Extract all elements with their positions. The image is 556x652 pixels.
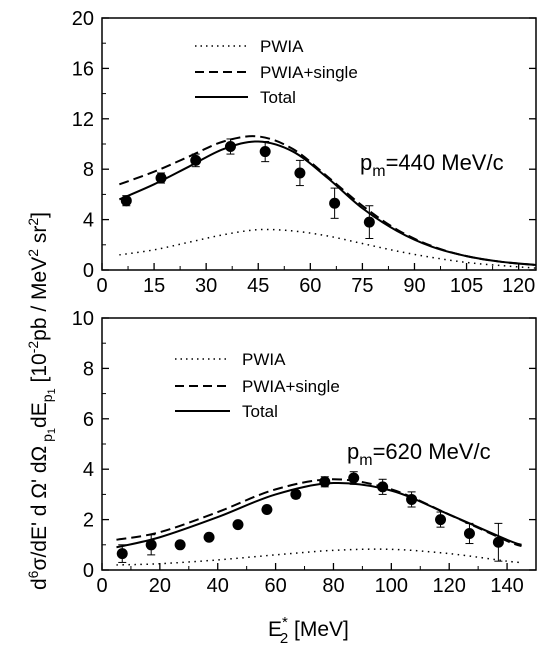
bottom-data-point (174, 539, 186, 551)
bottom-data-point (463, 527, 475, 539)
top-annotation: pm=440 MeV/c (360, 150, 504, 180)
top-data-point (363, 216, 375, 228)
top-y-tick-label: 8 (83, 159, 94, 181)
top-x-tick-label: 30 (195, 275, 217, 297)
top-x-tick-label: 120 (502, 275, 535, 297)
bottom-data-point (377, 481, 389, 493)
bottom-data-point (348, 472, 360, 484)
top-x-tick-label: 90 (403, 275, 425, 297)
bottom-data-point (290, 488, 302, 500)
top-data-point (190, 154, 202, 166)
top-data-point (259, 146, 271, 158)
top-x-tick-label: 60 (299, 275, 321, 297)
top-x-tick-label: 105 (450, 275, 483, 297)
x-axis-label: E* 2 [MeV] (268, 614, 349, 647)
top-series-solid (118, 140, 536, 266)
y-axis-label: d6σ/dE' d Ω' dΩ p1dEp1 [10-2pb / MeV2 sr… (25, 212, 58, 590)
legend-pwia-label-2: PWIA (242, 350, 286, 369)
bottom-x-tick-label: 40 (207, 575, 229, 597)
bottom-data-point (261, 504, 273, 516)
bottom-data-point (406, 493, 418, 505)
legend-total-label: Total (260, 88, 296, 107)
bottom-x-tick-label: 120 (433, 575, 466, 597)
top-series-dotted (119, 228, 536, 269)
bottom-x-tick-label: 140 (490, 575, 523, 597)
bottom-x-tick-label: 60 (264, 575, 286, 597)
bottom-panel: PWIA PWIA+single Total pm=620 MeV/c 0 20 4… (72, 308, 537, 597)
bottom-x-tick-label: 20 (149, 575, 171, 597)
bottom-x-tick-label: 0 (96, 575, 107, 597)
bottom-series-dashed (116, 478, 522, 548)
top-y-tick-label: 0 (83, 260, 94, 282)
top-data-point (329, 197, 341, 209)
legend-pwia-label: PWIA (260, 37, 304, 56)
bottom-data-point (319, 476, 331, 488)
bottom-annotation: pm=620 MeV/c (347, 439, 491, 469)
bottom-x-tick-label: 100 (375, 575, 408, 597)
bottom-data-point (145, 539, 157, 551)
bottom-data-point (492, 536, 504, 548)
legend-pwia-single-label-2: PWIA+single (242, 377, 340, 396)
bottom-series-solid (116, 481, 522, 549)
top-y-tick-label: 12 (72, 109, 94, 131)
top-legend: PWIA PWIA+single Total (195, 37, 358, 107)
top-x-tick-label: 0 (96, 275, 107, 297)
bottom-y-tick-label: 6 (83, 409, 94, 431)
top-data-point (224, 141, 236, 153)
bottom-data-point (116, 548, 128, 560)
top-plot-frame (101, 17, 537, 271)
bottom-x-tick-label: 80 (322, 575, 344, 597)
bottom-data-point (435, 514, 447, 526)
bottom-series-dotted (116, 548, 522, 566)
top-data-point (294, 167, 306, 179)
top-x-tick-label: 15 (143, 275, 165, 297)
top-x-tick-label: 45 (247, 275, 269, 297)
top-y-tick-label: 4 (83, 210, 94, 232)
top-y-tick-label: 16 (72, 58, 94, 80)
bottom-data-point (232, 519, 244, 531)
bottom-y-tick-label: 4 (83, 459, 94, 481)
bottom-y-tick-label: 8 (83, 358, 94, 380)
bottom-y-tick-label: 2 (83, 510, 94, 532)
top-data-point (120, 195, 132, 207)
legend-total-label-2: Total (242, 402, 278, 421)
bottom-y-tick-label: 0 (83, 560, 94, 582)
legend-pwia-single-label: PWIA+single (260, 63, 358, 82)
top-x-tick-label: 75 (351, 275, 373, 297)
top-y-tick-label: 20 (72, 8, 94, 30)
top-data-point (155, 172, 167, 184)
bottom-data-point (203, 531, 215, 543)
top-panel: PWIA PWIA+single Total pm=440 MeV/c 0 15 3… (72, 8, 537, 297)
bottom-legend: PWIA PWIA+single Total (175, 350, 340, 421)
bottom-y-tick-label: 10 (72, 308, 94, 330)
